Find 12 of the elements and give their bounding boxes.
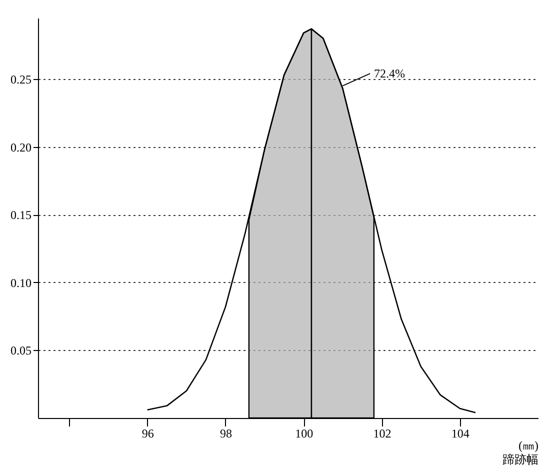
x-axis-title: (㎜) 蹄跡幅 bbox=[502, 438, 538, 466]
y-tick-label: 0.10 bbox=[10, 276, 32, 290]
x-tick-label: 102 bbox=[373, 426, 392, 440]
x-tick-label: 96 bbox=[142, 426, 154, 440]
y-tick-label: 0.05 bbox=[10, 344, 32, 358]
annotation: 72.4% bbox=[374, 66, 406, 81]
x-tick-label: 100 bbox=[295, 426, 314, 440]
y-tick-label: 0.20 bbox=[10, 140, 32, 154]
y-tick-label: 0.25 bbox=[10, 72, 32, 87]
x-tick-label: 98 bbox=[220, 426, 232, 440]
x-tick-label: 104 bbox=[451, 426, 470, 440]
y-tick-label: 0.15 bbox=[10, 208, 32, 222]
